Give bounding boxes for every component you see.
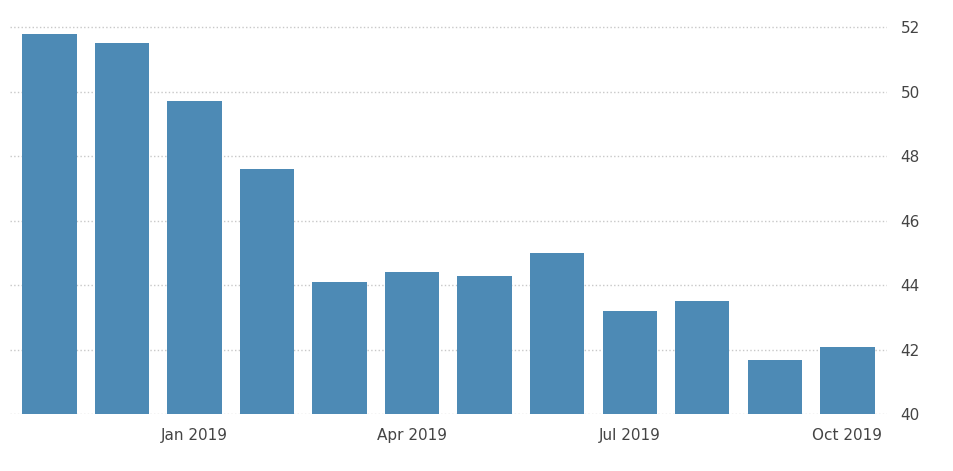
- Bar: [94, 43, 149, 414]
- Bar: [312, 282, 366, 414]
- Bar: [239, 169, 294, 414]
- Bar: [22, 33, 76, 414]
- Bar: [530, 253, 584, 414]
- Bar: [820, 347, 874, 414]
- Bar: [747, 359, 801, 414]
- Bar: [167, 101, 221, 414]
- Bar: [457, 276, 512, 414]
- Bar: [384, 272, 438, 414]
- Bar: [602, 311, 657, 414]
- Bar: [675, 301, 729, 414]
